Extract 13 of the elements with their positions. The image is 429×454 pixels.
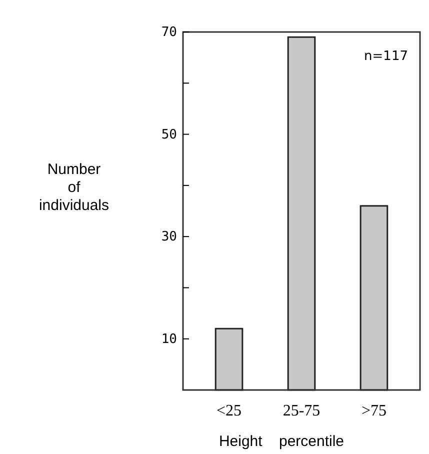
y-tick-label: 30	[161, 230, 177, 245]
bar	[287, 36, 316, 391]
bar	[360, 205, 388, 391]
x-tick-label: <25	[216, 402, 242, 420]
y-tick-label: 10	[161, 332, 177, 348]
y-tick-label: 50	[161, 127, 177, 142]
bar	[214, 328, 244, 391]
x-tick-label: 25-75	[282, 402, 320, 420]
x-axis-title: Height percentile	[218, 433, 344, 450]
y-tick-label: 70	[161, 25, 177, 40]
annotation: n=117	[364, 49, 408, 64]
y-axis-title: Number of individuals	[38, 161, 110, 214]
x-tick-label: >75	[361, 402, 386, 420]
